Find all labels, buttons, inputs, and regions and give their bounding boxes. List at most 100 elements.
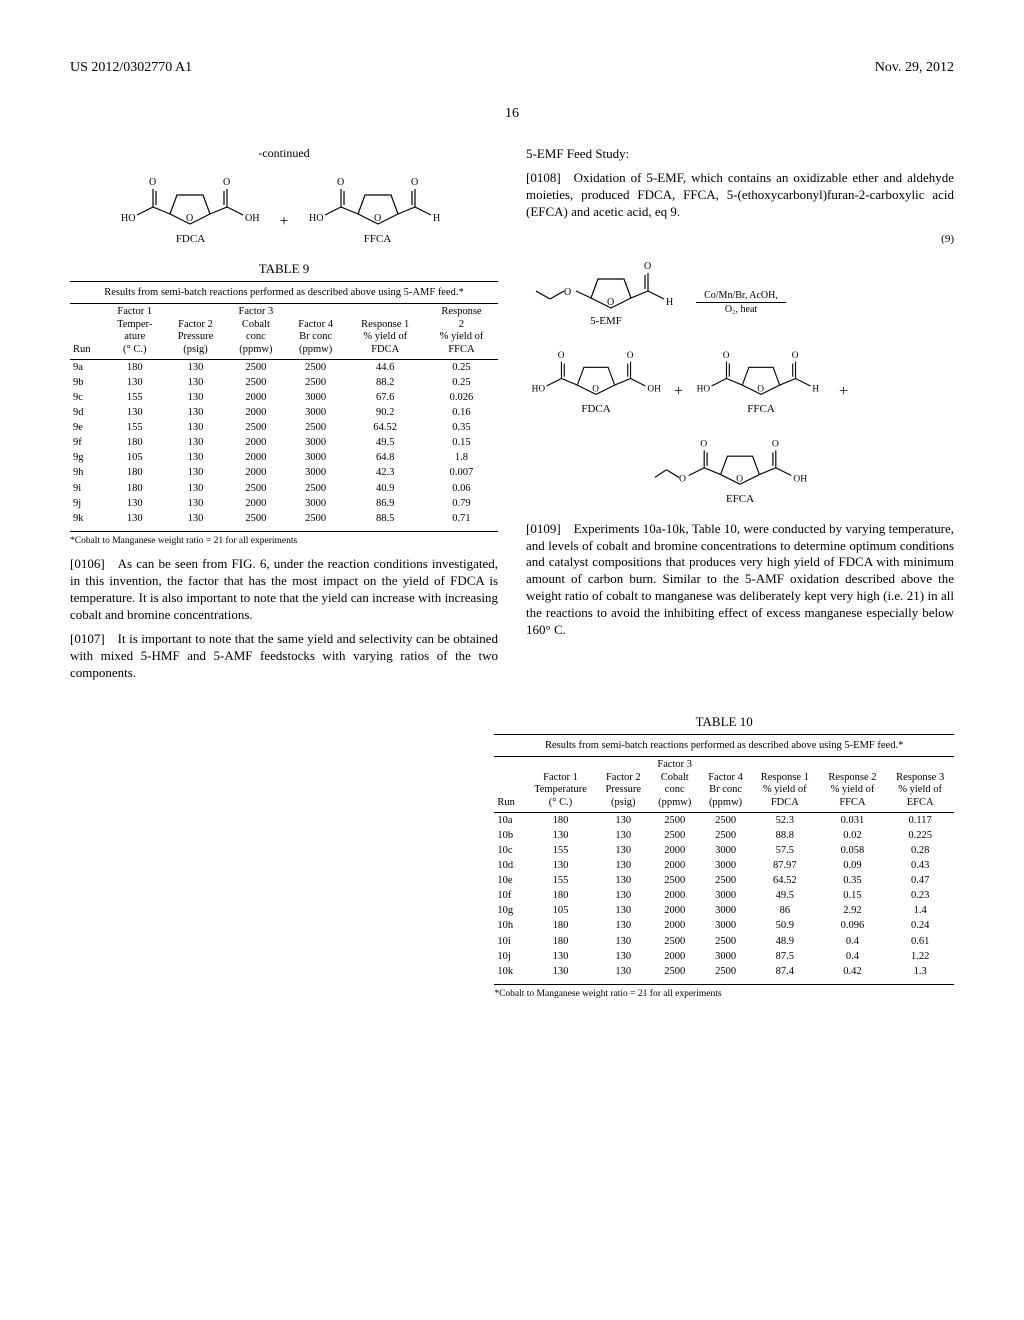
table-cell: 9g	[70, 450, 105, 465]
table-cell: 0.09	[819, 858, 887, 873]
plus-sign: +	[279, 213, 288, 245]
table-cell: 180	[524, 812, 598, 828]
table-cell: 130	[165, 405, 226, 420]
t10-h5: Response 1% yield ofFDCA	[751, 757, 819, 812]
para-109: [0109] Experiments 10a-10k, Table 10, we…	[526, 521, 954, 639]
ffca-structure-icon: O O HO O H	[303, 169, 453, 231]
table-row: 9i1801302500250040.90.06	[70, 481, 498, 496]
table-cell: 130	[165, 465, 226, 480]
table-cell: 130	[165, 375, 226, 390]
table-cell: 49.5	[751, 888, 819, 903]
table-cell: 2500	[286, 375, 346, 390]
table-cell: 105	[105, 450, 165, 465]
table-cell: 130	[597, 812, 649, 828]
table-cell: 9a	[70, 359, 105, 375]
table10: Run Factor 1Temperature(° C.) Factor 2Pr…	[494, 757, 954, 985]
table-cell: 2500	[700, 873, 751, 888]
table-row: 9k1301302500250088.50.71	[70, 511, 498, 532]
table-cell: 0.007	[425, 465, 498, 480]
table-cell: 130	[165, 435, 226, 450]
table-cell: 3000	[700, 858, 751, 873]
table-cell: 3000	[700, 843, 751, 858]
table-cell: 88.8	[751, 828, 819, 843]
table-row: 10e1551302500250064.520.350.47	[494, 873, 954, 888]
t9-h2: Factor 2Pressure(psig)	[165, 304, 226, 359]
table-cell: 130	[165, 481, 226, 496]
t10-h0: Run	[494, 757, 523, 812]
header-right: Nov. 29, 2012	[875, 60, 954, 76]
molecule-efca: O O O O OH EFCA	[650, 431, 830, 505]
svg-text:O: O	[627, 351, 634, 361]
table-cell: 130	[105, 496, 165, 511]
table-cell: 9k	[70, 511, 105, 532]
table-cell: 2000	[649, 843, 700, 858]
plus-r1: +	[674, 383, 683, 415]
svg-text:O: O	[772, 438, 779, 449]
table-row: 10h1801302000300050.90.0960.24	[494, 918, 954, 933]
table-cell: 10d	[494, 858, 523, 873]
table-cell: 2500	[649, 934, 700, 949]
svg-text:O: O	[679, 473, 686, 484]
table10-caption: Results from semi-batch reactions perfor…	[494, 734, 954, 757]
reagent-bottom: O₂, heat	[725, 304, 757, 315]
molecule-ffca-r: O O HO O H FFCA	[691, 343, 831, 415]
table-row: 9g1051302000300064.81.8	[70, 450, 498, 465]
table-cell: 2000	[226, 450, 286, 465]
svg-text:HO: HO	[121, 213, 135, 224]
table-cell: 64.52	[751, 873, 819, 888]
svg-text:O: O	[374, 213, 381, 224]
table-cell: 9b	[70, 375, 105, 390]
table-cell: 130	[597, 888, 649, 903]
table-cell: 49.5	[345, 435, 424, 450]
table-cell: 2500	[700, 812, 751, 828]
table-cell: 86	[751, 903, 819, 918]
table-cell: 0.15	[425, 435, 498, 450]
svg-text:OH: OH	[647, 384, 661, 394]
table-cell: 9h	[70, 465, 105, 480]
table-cell: 3000	[286, 390, 346, 405]
table-cell: 2000	[226, 390, 286, 405]
table-cell: 2000	[649, 903, 700, 918]
table-cell: 130	[524, 964, 598, 985]
table-cell: 2500	[226, 481, 286, 496]
svg-text:O: O	[700, 438, 707, 449]
table-cell: 0.71	[425, 511, 498, 532]
table-cell: 180	[524, 934, 598, 949]
table-cell: 130	[597, 843, 649, 858]
ffca-label: FFCA	[364, 233, 392, 245]
molecule-ffca: O O HO O H	[303, 169, 453, 245]
table-cell: 2500	[226, 375, 286, 390]
table-cell: 10h	[494, 918, 523, 933]
table-cell: 2000	[649, 949, 700, 964]
table-cell: 50.9	[751, 918, 819, 933]
table-cell: 2500	[286, 420, 346, 435]
table-cell: 180	[105, 359, 165, 375]
table9: Run Factor 1Temper-ature(° C.) Factor 2P…	[70, 304, 498, 532]
scheme-eq9: (9) O O	[526, 229, 954, 505]
table10-footnote: *Cobalt to Manganese weight ratio = 21 f…	[494, 989, 954, 999]
table-row: 9h1801302000300042.30.007	[70, 465, 498, 480]
table-cell: 87.97	[751, 858, 819, 873]
t10-h1: Factor 1Temperature(° C.)	[524, 757, 598, 812]
table10-title: TABLE 10	[494, 714, 954, 730]
table-cell: 0.43	[886, 858, 954, 873]
table-cell: 155	[105, 420, 165, 435]
ffca-structure-icon: O O HO O H	[691, 343, 831, 401]
svg-text:O: O	[186, 213, 193, 224]
table-cell: 180	[524, 888, 598, 903]
table-cell: 0.02	[819, 828, 887, 843]
table-cell: 2500	[649, 873, 700, 888]
fdca-label-r: FDCA	[581, 403, 610, 415]
table-cell: 2500	[649, 964, 700, 985]
svg-text:O: O	[558, 351, 565, 361]
table-cell: 86.9	[345, 496, 424, 511]
table-cell: 130	[165, 359, 226, 375]
table9-title: TABLE 9	[70, 261, 498, 277]
table-cell: 2500	[286, 359, 346, 375]
table-cell: 130	[105, 405, 165, 420]
efca-label: EFCA	[726, 493, 754, 505]
svg-text:O: O	[644, 261, 651, 272]
table-cell: 0.058	[819, 843, 887, 858]
table-cell: 0.47	[886, 873, 954, 888]
table-row: 9a1801302500250044.60.25	[70, 359, 498, 375]
